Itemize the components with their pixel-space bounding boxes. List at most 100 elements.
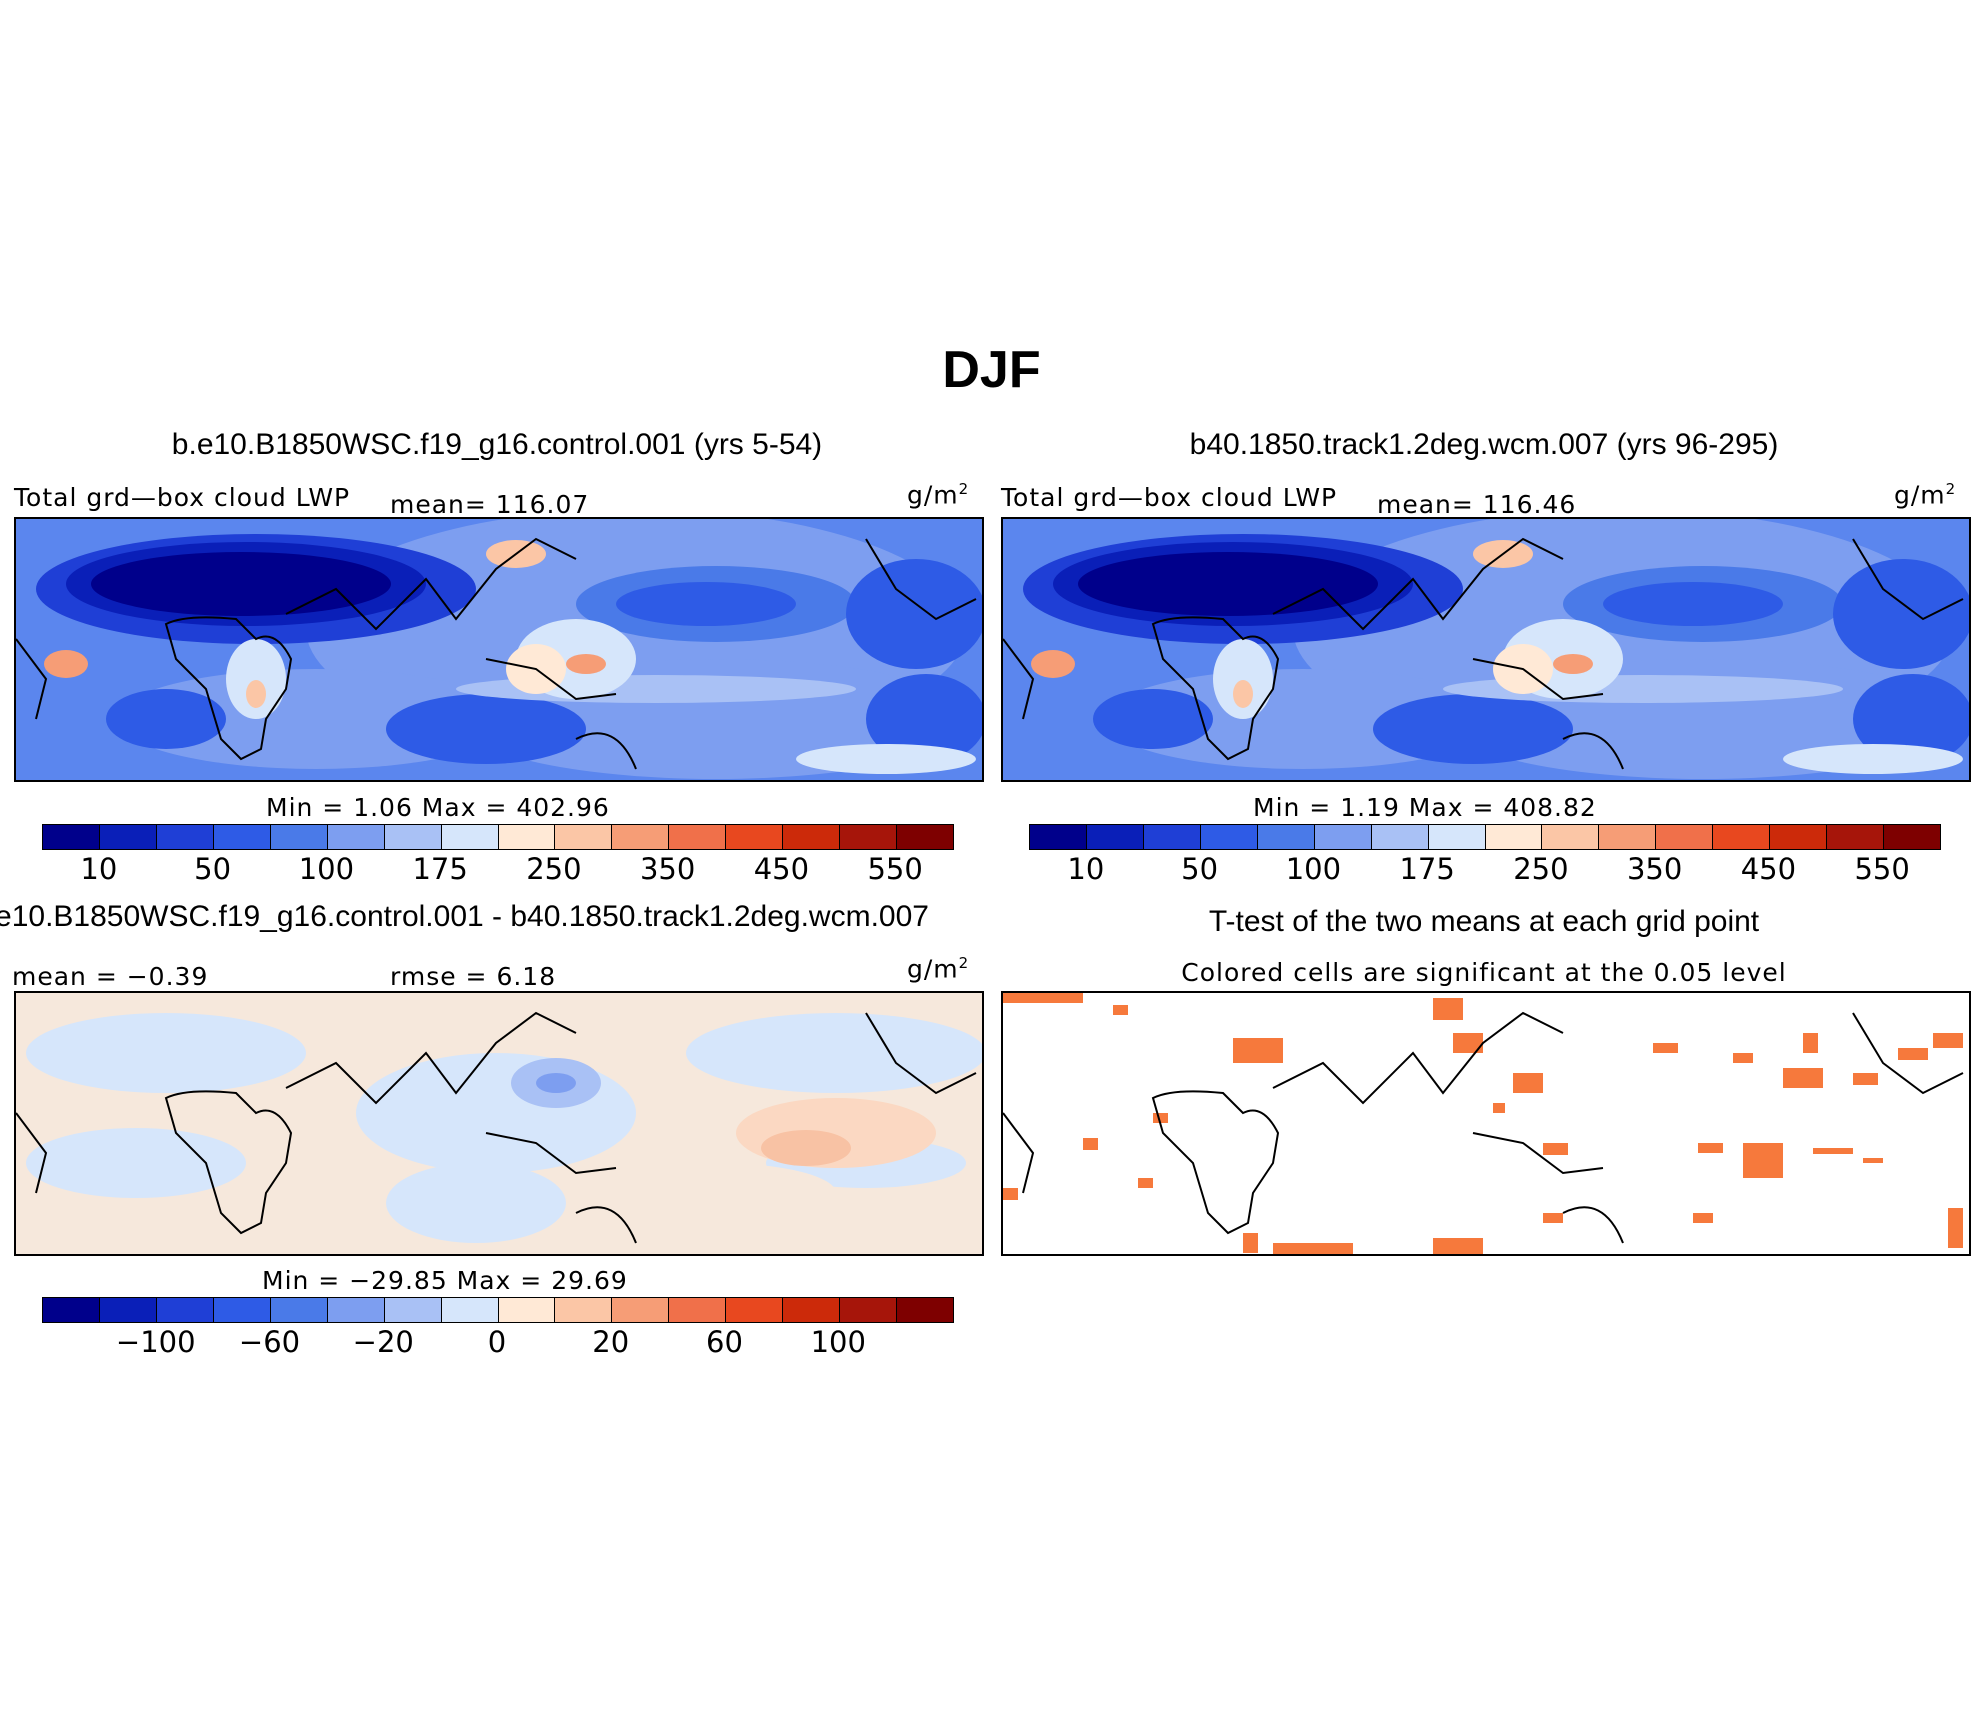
colorbar-swatch xyxy=(897,1298,953,1322)
colorbar-swatch xyxy=(612,1298,670,1322)
colorbar-tick-label: −60 xyxy=(238,1325,301,1359)
colorbar-swatch xyxy=(1030,825,1087,849)
colorbar-tick-label: 0 xyxy=(487,1325,507,1359)
top-left-variable-label: Total grd—box cloud LWP xyxy=(14,483,351,512)
colorbar-tick-label: 175 xyxy=(412,852,468,886)
colorbar-tick-label: 350 xyxy=(1626,852,1683,886)
colorbar-swatch xyxy=(99,825,157,849)
colorbar-swatch xyxy=(726,825,784,849)
top-right-units-label: g/m2 xyxy=(1894,480,1957,510)
colorbar-swatch xyxy=(1314,825,1372,849)
top-right-variable-label: Total grd—box cloud LWP xyxy=(1001,483,1338,512)
colorbar-swatch xyxy=(669,825,727,849)
colorbar-tick-label: 10 xyxy=(1067,852,1105,886)
colorbar-swatch xyxy=(555,825,613,849)
colorbar-swatch xyxy=(1428,825,1486,849)
bottom-left-colorbar xyxy=(42,1297,954,1323)
colorbar-swatch xyxy=(897,825,953,849)
colorbar-swatch xyxy=(1485,825,1543,849)
colorbar-tick-label: −20 xyxy=(352,1325,414,1359)
colorbar-swatch xyxy=(1770,825,1828,849)
top-right-case-title: b40.1850.track1.2deg.wcm.007 (yrs 96-295… xyxy=(1189,428,1779,461)
colorbar-swatch xyxy=(1713,825,1771,849)
top-left-lwp-map xyxy=(14,517,984,782)
colorbar-swatch xyxy=(441,825,499,849)
top-left-mean-label: mean= 116.07 xyxy=(390,490,590,519)
colorbar-swatch xyxy=(1371,825,1429,849)
colorbar-swatch xyxy=(43,1298,100,1322)
colorbar-swatch xyxy=(1143,825,1201,849)
top-right-minmax-label: Min = 1.19 Max = 408.82 xyxy=(1253,793,1597,822)
figure-title: DJF xyxy=(942,341,1041,399)
bottom-left-case-title: b.e10.B1850WSC.f19_g16.control.001 - b40… xyxy=(0,900,929,933)
bottom-left-units-label: g/m2 xyxy=(907,954,970,984)
colorbar-swatch xyxy=(783,825,841,849)
colorbar-swatch xyxy=(43,825,100,849)
colorbar-tick-label: 60 xyxy=(706,1325,743,1359)
colorbar-swatch xyxy=(1656,825,1714,849)
top-left-lwp-field xyxy=(16,519,982,780)
colorbar-swatch xyxy=(1827,825,1885,849)
colorbar-swatch xyxy=(327,825,385,849)
top-left-minmax-label: Min = 1.06 Max = 402.96 xyxy=(266,793,610,822)
colorbar-swatch xyxy=(669,1298,727,1322)
top-right-lwp-field xyxy=(1003,519,1969,780)
bottom-left-difference-map xyxy=(14,991,984,1256)
colorbar-swatch xyxy=(99,1298,157,1322)
colorbar-tick-label: 50 xyxy=(194,852,232,886)
colorbar-swatch xyxy=(384,825,442,849)
colorbar-tick-label: 250 xyxy=(1513,852,1569,886)
colorbar-swatch xyxy=(213,1298,271,1322)
colorbar-swatch xyxy=(612,825,670,849)
top-left-units-label: g/m2 xyxy=(907,480,970,510)
colorbar-tick-label: 10 xyxy=(80,852,118,886)
colorbar-swatch xyxy=(384,1298,442,1322)
colorbar-swatch xyxy=(726,1298,784,1322)
colorbar-swatch xyxy=(1086,825,1144,849)
top-right-lwp-map xyxy=(1001,517,1971,782)
colorbar-swatch xyxy=(156,825,214,849)
colorbar-swatch xyxy=(498,825,556,849)
top-right-mean-label: mean= 116.46 xyxy=(1377,490,1577,519)
colorbar-tick-label: 100 xyxy=(1285,852,1342,886)
bottom-left-rmse-label: rmse = 6.18 xyxy=(390,962,557,991)
colorbar-tick-label: −100 xyxy=(115,1325,196,1359)
colorbar-tick-label: 100 xyxy=(810,1325,866,1359)
colorbar-tick-label: 350 xyxy=(639,852,696,886)
colorbar-swatch xyxy=(1200,825,1258,849)
bottom-left-difference-field xyxy=(16,993,982,1254)
colorbar-tick-label: 100 xyxy=(298,852,355,886)
colorbar-swatch xyxy=(555,1298,613,1322)
bottom-left-mean-label: mean = −0.39 xyxy=(12,962,209,991)
colorbar-swatch xyxy=(156,1298,214,1322)
colorbar-tick-label: 550 xyxy=(867,852,923,886)
colorbar-swatch xyxy=(270,1298,328,1322)
colorbar-swatch xyxy=(840,1298,898,1322)
bottom-right-ttest-map xyxy=(1001,991,1971,1256)
colorbar-swatch xyxy=(1884,825,1940,849)
colorbar-swatch xyxy=(498,1298,556,1322)
colorbar-swatch xyxy=(1542,825,1600,849)
colorbar-tick-label: 175 xyxy=(1399,852,1455,886)
bottom-left-minmax-label: Min = −29.85 Max = 29.69 xyxy=(262,1266,628,1295)
bottom-right-subtitle: Colored cells are significant at the 0.0… xyxy=(1181,958,1787,987)
colorbar-tick-label: 250 xyxy=(526,852,582,886)
colorbar-swatch xyxy=(213,825,271,849)
bottom-right-title: T-test of the two means at each grid poi… xyxy=(1208,905,1760,938)
colorbar-swatch xyxy=(270,825,328,849)
top-left-case-title: b.e10.B1850WSC.f19_g16.control.001 (yrs … xyxy=(171,428,823,461)
colorbar-tick-label: 20 xyxy=(592,1325,630,1359)
colorbar-swatch xyxy=(327,1298,385,1322)
colorbar-swatch xyxy=(840,825,898,849)
colorbar-swatch xyxy=(1599,825,1657,849)
colorbar-tick-label: 450 xyxy=(1740,852,1797,886)
colorbar-swatch xyxy=(783,1298,841,1322)
colorbar-tick-label: 550 xyxy=(1854,852,1910,886)
colorbar-swatch xyxy=(441,1298,499,1322)
top-left-colorbar xyxy=(42,824,954,850)
top-right-colorbar xyxy=(1029,824,1941,850)
colorbar-tick-label: 450 xyxy=(753,852,810,886)
colorbar-swatch xyxy=(1257,825,1315,849)
colorbar-tick-label: 50 xyxy=(1181,852,1219,886)
bottom-right-significance-field xyxy=(1003,993,1969,1254)
